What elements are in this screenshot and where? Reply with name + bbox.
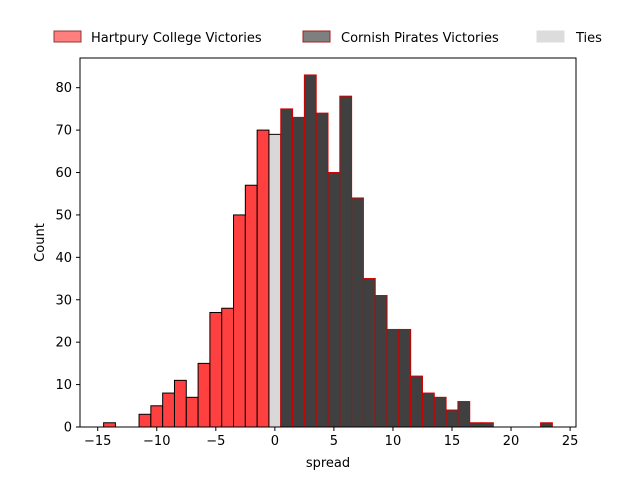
bar-series-0-bin--6 bbox=[197, 362, 211, 428]
bar-series-0-bin--8 bbox=[173, 379, 187, 428]
plot-frame bbox=[79, 57, 577, 428]
x-tick-label: −10 bbox=[143, 434, 170, 449]
bar-series-2-bin-23 bbox=[540, 422, 553, 428]
bar-series-2-bin-4 bbox=[315, 112, 329, 428]
legend-label-hartpury: Hartpury College Victories bbox=[91, 31, 262, 46]
x-tick-label: 5 bbox=[330, 434, 338, 449]
y-tick-label: 70 bbox=[55, 124, 72, 139]
legend-swatch-hartpury bbox=[53, 30, 82, 43]
bar-series-0-bin--14 bbox=[103, 422, 116, 428]
bar-series-0-bin--9 bbox=[162, 392, 175, 428]
x-tick-label: −5 bbox=[206, 434, 225, 449]
bar-series-2-bin-14 bbox=[433, 396, 447, 428]
y-tick-label: 10 bbox=[55, 378, 72, 393]
y-tick-label: 80 bbox=[55, 81, 72, 96]
bar-series-2-bin-12 bbox=[410, 375, 423, 428]
x-tick-label: 20 bbox=[503, 434, 520, 449]
x-axis-ticks: −15 −10 −5 0 5 10 15 20 25 bbox=[84, 427, 578, 449]
bar-series-2-bin-16 bbox=[457, 401, 471, 428]
bar-series-2-bin-17 bbox=[469, 422, 483, 428]
legend-swatch-cornish bbox=[302, 30, 331, 43]
x-tick-label: −15 bbox=[84, 434, 111, 449]
bar-series-2-bin-8 bbox=[362, 278, 376, 428]
bar-series-0-bin--11 bbox=[138, 413, 152, 428]
y-tick-label: 20 bbox=[55, 336, 72, 351]
bar-series-0-bin--5 bbox=[209, 311, 223, 428]
bar-series-0-bin--3 bbox=[233, 214, 246, 428]
bar-series-0-bin--10 bbox=[150, 405, 164, 428]
legend-swatch-ties bbox=[536, 30, 565, 43]
bar-series-2-bin-2 bbox=[292, 116, 305, 428]
bar-series-0-bin--7 bbox=[185, 396, 199, 428]
bar-series-2-bin-15 bbox=[445, 409, 459, 428]
bar-series-2-bin-6 bbox=[339, 95, 353, 428]
bar-series-2-bin-3 bbox=[303, 74, 317, 428]
bar-series-0-bin--1 bbox=[256, 129, 270, 428]
bar-series-2-bin-18 bbox=[481, 422, 494, 428]
bar-series-2-bin-7 bbox=[351, 197, 364, 428]
bar-series-2-bin-5 bbox=[327, 172, 341, 428]
bar-series-2-bin-1 bbox=[280, 108, 294, 428]
bar-series-0-bin--4 bbox=[221, 307, 235, 428]
bar-series-2-bin-10 bbox=[386, 328, 400, 428]
y-tick-label: 60 bbox=[55, 166, 72, 181]
x-tick-label: 15 bbox=[444, 434, 461, 449]
y-axis-label: Count bbox=[33, 223, 48, 262]
y-tick-label: 50 bbox=[55, 208, 72, 223]
bar-series-2-bin-11 bbox=[398, 328, 412, 428]
x-axis-label: spread bbox=[306, 456, 350, 471]
bar-series-2-bin-9 bbox=[374, 295, 388, 428]
x-tick-label: 0 bbox=[271, 434, 279, 449]
legend-label-cornish: Cornish Pirates Victories bbox=[341, 31, 499, 46]
legend-label-ties: Ties bbox=[575, 31, 602, 46]
bars-layer bbox=[103, 74, 553, 428]
bar-series-0-bin--2 bbox=[244, 184, 258, 428]
bar-series-1-bin-0 bbox=[268, 133, 282, 428]
y-tick-label: 30 bbox=[55, 293, 72, 308]
y-tick-label: 40 bbox=[55, 251, 72, 266]
y-tick-label: 0 bbox=[64, 421, 72, 436]
x-tick-label: 10 bbox=[385, 434, 402, 449]
x-tick-label: 25 bbox=[562, 434, 579, 449]
y-axis-ticks: 0 10 20 30 40 50 60 70 80 bbox=[55, 81, 80, 436]
legend: Hartpury College Victories Cornish Pirat… bbox=[53, 30, 602, 46]
bar-series-2-bin-13 bbox=[421, 392, 435, 428]
